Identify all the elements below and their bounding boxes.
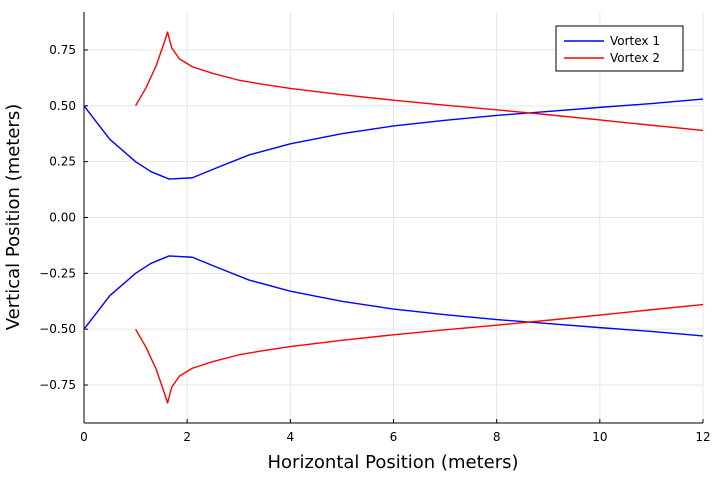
y-tick-label: −0.50: [39, 322, 76, 336]
y-tick-label: 0.50: [49, 99, 76, 113]
x-tick-label: 6: [390, 430, 398, 444]
series: [83, 31, 704, 404]
series-line-lower: [134, 303, 704, 404]
y-tick-label: 0.00: [49, 211, 76, 225]
x-tick-label: 8: [493, 430, 501, 444]
x-tick-label: 10: [592, 430, 607, 444]
legend-label-vortex-2: Vortex 2: [610, 51, 660, 65]
x-tick-label: 0: [80, 430, 88, 444]
series-line-upper: [83, 98, 704, 180]
x-tick-label: 12: [695, 430, 710, 444]
y-tick-label: 0.25: [49, 155, 76, 169]
y-axis-label: Vertical Position (meters): [3, 104, 24, 330]
series-line-upper: [134, 31, 704, 132]
x-tick-label: 2: [183, 430, 191, 444]
legend-box: [555, 25, 684, 72]
x-tick-label: 4: [287, 430, 295, 444]
y-tick-label: −0.75: [39, 378, 76, 392]
ticks: 0 2 4 6 8 10 12 0.75 0.50 0.25 0.00 −0.25 −0.50 −0.75: [39, 43, 710, 444]
x-axis-label: Horizontal Position (meters): [268, 452, 519, 473]
y-tick-label: 0.75: [49, 43, 76, 57]
legend: Vortex 1 Vortex 2: [555, 25, 684, 72]
legend-label-vortex-1: Vortex 1: [610, 34, 660, 48]
series-vortex-1: [83, 98, 704, 337]
series-line-lower: [83, 255, 704, 337]
y-tick-label: −0.25: [39, 266, 76, 280]
series-vortex-2: [134, 31, 704, 404]
grid: [83, 12, 704, 423]
